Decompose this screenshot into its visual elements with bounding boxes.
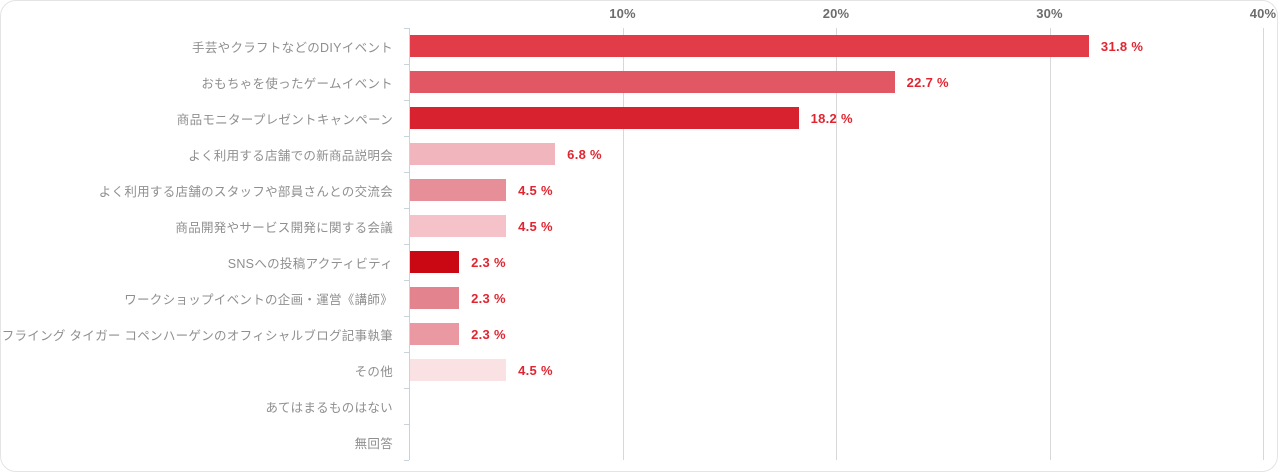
- category-label: 手芸やクラフトなどのDIYイベント: [192, 40, 393, 55]
- y-axis-tick: [404, 460, 409, 461]
- category-label: 無回答: [354, 436, 393, 451]
- value-label: 2.3 %: [471, 254, 506, 270]
- bar: [410, 287, 460, 309]
- value-label: 2.3 %: [471, 326, 506, 342]
- category-label: 商品モニタープレゼントキャンペーン: [176, 112, 393, 127]
- value-label: 2.3 %: [471, 290, 506, 306]
- value-label: 18.2 %: [810, 110, 853, 126]
- y-axis-tick: [404, 64, 409, 65]
- y-axis-tick: [404, 280, 409, 281]
- bar: [410, 359, 507, 381]
- y-axis-tick: [404, 28, 409, 29]
- category-label: よく利用する店舗での新商品説明会: [188, 148, 393, 163]
- x-tick-label: 30%: [1036, 6, 1063, 21]
- x-tick-label: 40%: [1249, 6, 1277, 21]
- category-label: 商品開発やサービス開発に関する会議: [175, 220, 393, 235]
- y-axis-line: [409, 28, 410, 460]
- value-label: 4.5 %: [518, 182, 553, 198]
- category-label: おもちゃを使ったゲームイベント: [201, 76, 393, 91]
- category-label: その他: [354, 364, 393, 379]
- category-label: フライング タイガー コペンハーゲンのオフィシャルブログ記事執筆: [1, 328, 393, 343]
- y-axis-tick: [404, 208, 409, 209]
- value-label: 22.7 %: [906, 74, 949, 90]
- x-tick-label: 10%: [609, 6, 636, 21]
- y-axis-tick: [404, 424, 409, 425]
- x-tick-label: 20%: [822, 6, 850, 21]
- bar: [410, 179, 507, 201]
- value-label: 6.8 %: [567, 146, 602, 162]
- category-label: あてはまるものはない: [265, 400, 393, 415]
- y-axis-tick: [404, 244, 409, 245]
- value-label: 31.8 %: [1100, 38, 1144, 54]
- category-label: よく利用する店舗のスタッフや部員さんとの交流会: [98, 184, 393, 199]
- y-axis-tick: [404, 352, 409, 353]
- bar: [410, 107, 799, 129]
- y-axis-tick: [404, 136, 409, 137]
- bar: [410, 143, 556, 165]
- value-label: 4.5 %: [518, 362, 553, 378]
- y-axis-tick: [404, 316, 409, 317]
- x-gridline: [1049, 28, 1051, 460]
- bar: [410, 215, 507, 237]
- bar: [410, 35, 1089, 57]
- y-axis-tick: [404, 100, 409, 101]
- category-label: ワークショップイベントの企画・運営《講師》: [124, 292, 393, 307]
- bar: [410, 323, 460, 345]
- y-axis-tick: [404, 172, 409, 173]
- bar: [410, 251, 460, 273]
- bar: [410, 71, 895, 93]
- y-axis-tick: [404, 388, 409, 389]
- category-label: SNSへの投稿アクティビティ: [227, 256, 393, 271]
- value-label: 4.5 %: [518, 218, 553, 234]
- x-gridline: [1263, 28, 1264, 460]
